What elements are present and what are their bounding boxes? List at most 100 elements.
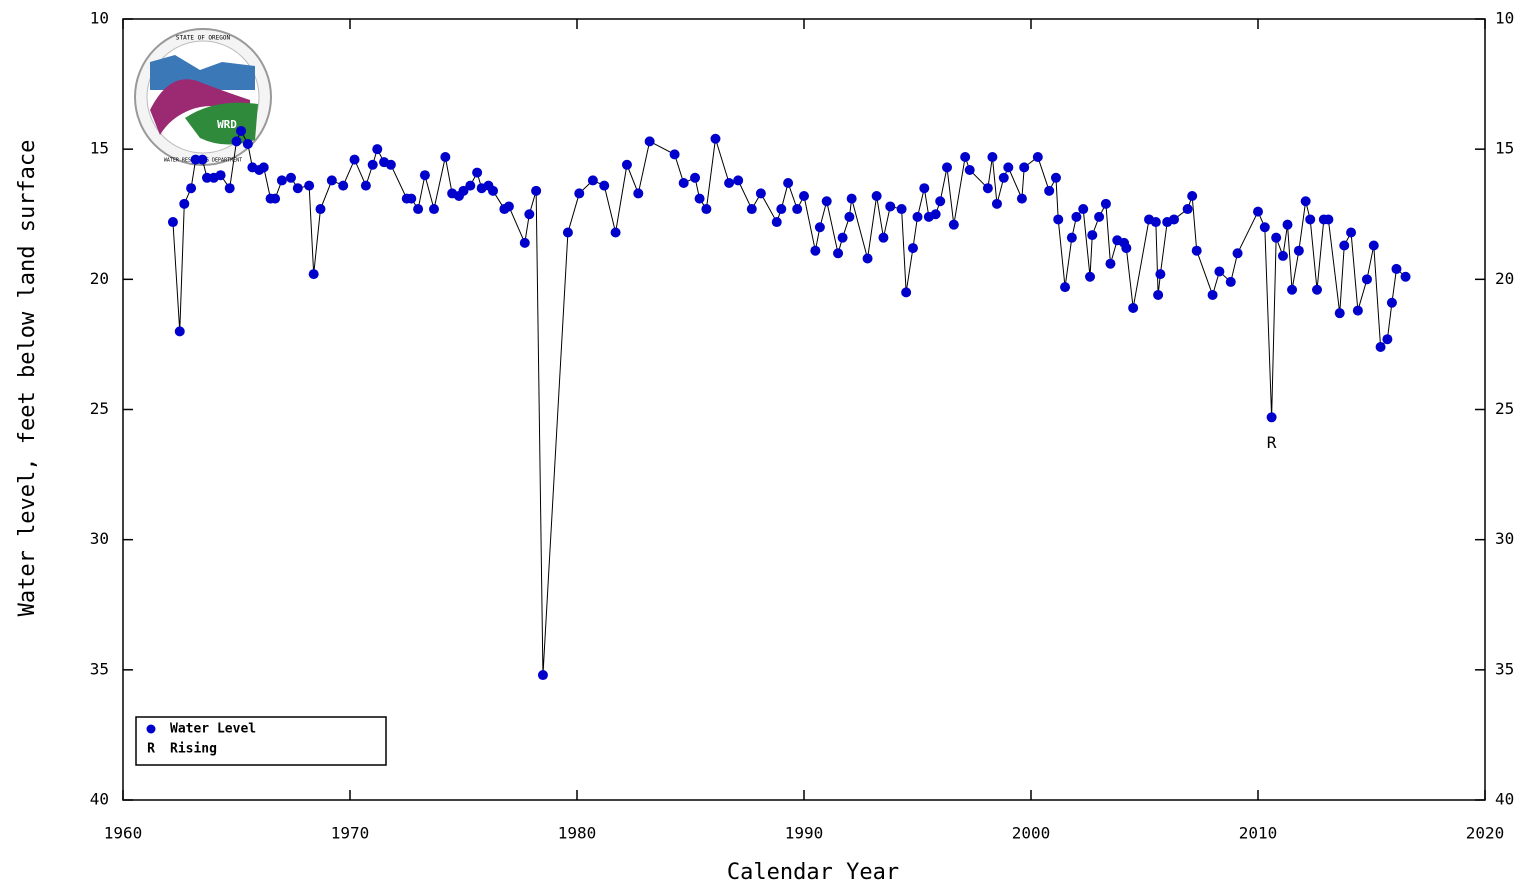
data-point [1085, 271, 1096, 282]
data-point [1100, 198, 1111, 209]
logo-top: STATE OF OREGON [176, 35, 231, 42]
data-point [1032, 151, 1043, 162]
data-point [1259, 222, 1270, 233]
data-point [1334, 308, 1345, 319]
data-point [1071, 211, 1082, 222]
data-point [1386, 297, 1397, 308]
data-point [862, 253, 873, 264]
data-point [871, 191, 882, 202]
data-point [224, 183, 235, 194]
data-point [948, 219, 959, 230]
data-point [179, 198, 190, 209]
data-point [814, 222, 825, 233]
data-point [258, 162, 269, 173]
legend: Water Level R Rising [135, 716, 387, 766]
data-point [465, 180, 476, 191]
data-point [537, 670, 548, 681]
data-point [1128, 302, 1139, 313]
data-point [610, 227, 621, 238]
y2-tick-label: 20 [1495, 269, 1514, 288]
y-axis-title: Water level, feet below land surface [15, 140, 40, 617]
y2-tick-label: 30 [1495, 529, 1514, 548]
data-point [799, 191, 809, 202]
legend-label: Rising [170, 742, 217, 757]
logo-hills [150, 79, 250, 135]
data-point [349, 154, 360, 165]
data-point [440, 151, 451, 162]
data-point [1066, 232, 1077, 243]
data-point [844, 211, 855, 222]
y2-tick-label: 10 [1495, 9, 1514, 28]
data-point [837, 232, 848, 243]
data-point [236, 125, 247, 136]
data-point [587, 175, 598, 186]
data-point [930, 209, 941, 220]
data-point [503, 201, 514, 212]
data-point [810, 245, 821, 256]
data-point [428, 204, 439, 215]
data-point [1094, 211, 1105, 222]
data-point [1253, 206, 1263, 217]
data-point [1277, 250, 1288, 261]
data-point [771, 217, 782, 228]
data-point [885, 201, 896, 212]
x-tick-label: 2020 [1466, 824, 1505, 843]
data-point [599, 180, 610, 191]
y-tick-label: 30 [90, 529, 109, 548]
data-point [1382, 334, 1393, 345]
data-point [710, 133, 721, 144]
data-point [1019, 162, 1030, 173]
data-point [1153, 289, 1164, 300]
data-point [1087, 230, 1098, 241]
x-tick-label: 1970 [331, 824, 370, 843]
data-point [1271, 232, 1282, 243]
data-point [1155, 269, 1166, 280]
data-point [1016, 193, 1027, 204]
data-point [942, 162, 953, 173]
data-point [1400, 271, 1411, 282]
data-point [792, 204, 803, 215]
data-point [846, 193, 857, 204]
data-point [1287, 284, 1298, 295]
y2-tick-label: 15 [1495, 139, 1514, 158]
data-point [755, 188, 766, 199]
y-tick-label: 35 [90, 659, 109, 678]
data-point [531, 185, 542, 196]
data-point [669, 149, 680, 160]
data-point [701, 204, 712, 215]
data-point [372, 144, 383, 155]
data-point [385, 159, 396, 170]
y2-tick-label: 40 [1495, 790, 1514, 809]
data-point [574, 188, 585, 199]
data-point [1352, 305, 1363, 316]
data-point [1150, 217, 1161, 228]
data-point [1050, 172, 1061, 183]
data-point [406, 193, 417, 204]
data-point [987, 151, 998, 162]
data-point [472, 167, 483, 178]
data-point [644, 136, 655, 147]
data-point [292, 183, 303, 194]
data-point [1346, 227, 1357, 238]
data-point [919, 183, 930, 194]
data-point [488, 185, 499, 196]
data-point [562, 227, 573, 238]
data-point [1003, 162, 1014, 173]
data-point [1391, 263, 1402, 274]
legend-box [135, 716, 387, 766]
data-point [1323, 214, 1334, 225]
data-point [1305, 214, 1316, 225]
data-point [315, 204, 326, 215]
y-tick-label: 15 [90, 139, 109, 158]
data-point [1191, 245, 1202, 256]
data-point [633, 188, 644, 199]
data-point [285, 172, 296, 183]
data-point [991, 198, 1002, 209]
data-point [878, 232, 889, 243]
data-point [1339, 240, 1350, 251]
data-point [821, 196, 832, 207]
data-point [1312, 284, 1323, 295]
data-point [982, 183, 993, 194]
x-axis-title: Calendar Year [727, 860, 899, 885]
